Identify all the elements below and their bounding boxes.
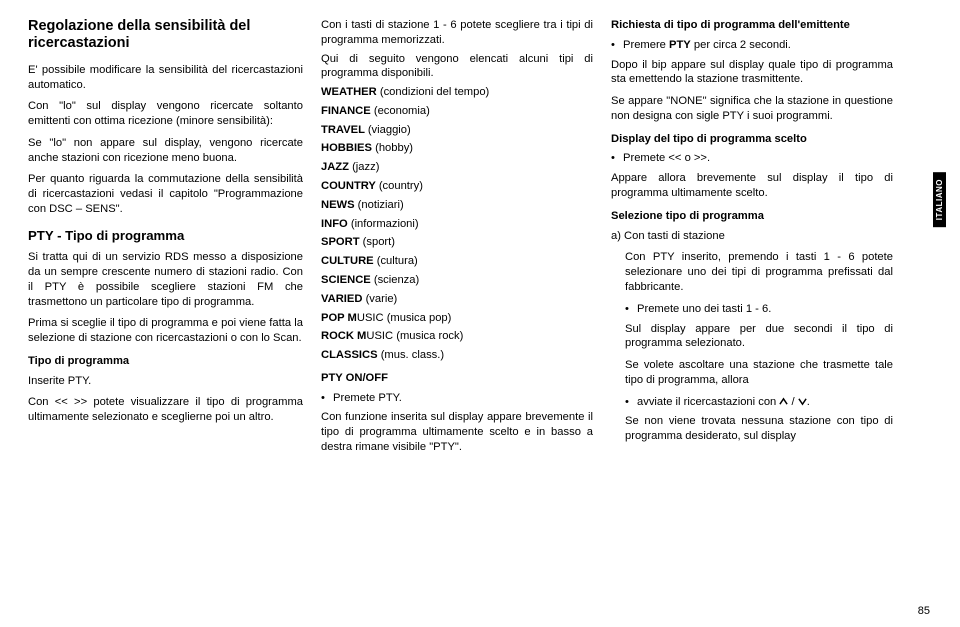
pty-item: CULTURE (cultura) xyxy=(321,254,593,269)
pty-item: SCIENCE (scienza) xyxy=(321,273,593,288)
column-3: Richiesta di tipo di programma dell'emit… xyxy=(611,18,893,627)
heading-tipo: Tipo di programma xyxy=(28,354,303,369)
para: Si tratta qui di un servizio RDS messo a… xyxy=(28,250,303,309)
heading-selezione: Selezione tipo di programma xyxy=(611,209,893,224)
para: Se "lo" non appare sul display, vengono … xyxy=(28,136,303,166)
para: Se non viene trovata nessuna stazione co… xyxy=(625,414,893,444)
pty-item: ROCK MUSIC (musica rock) xyxy=(321,329,593,344)
heading-pty-onoff: PTY ON/OFF xyxy=(321,371,593,386)
bullet: Premete PTY. xyxy=(321,391,593,406)
heading-display: Display del tipo di programma scelto xyxy=(611,132,893,147)
para: Qui di seguito vengono elencati alcuni t… xyxy=(321,52,593,82)
para: Con << >> potete visualizzare il tipo di… xyxy=(28,395,303,425)
page-number: 85 xyxy=(918,605,930,617)
bullet: Premete << o >>. xyxy=(611,151,893,166)
bullet: avviate il ricercastazioni con / . xyxy=(625,395,893,410)
pty-item: FINANCE (economia) xyxy=(321,104,593,119)
sub-block: Con PTY inserito, premendo i tasti 1 - 6… xyxy=(611,250,893,444)
down-icon xyxy=(798,397,807,406)
para: Se appare "NONE" significa che la stazio… xyxy=(611,94,893,124)
para: E' possibile modificare la sensibilità d… xyxy=(28,63,303,93)
pty-item: VARIED (varie) xyxy=(321,292,593,307)
language-tab: ITALIANO xyxy=(933,172,946,227)
para: Con PTY inserito, premendo i tasti 1 - 6… xyxy=(625,250,893,294)
pty-item: JAZZ (jazz) xyxy=(321,160,593,175)
bullet: Premete uno dei tasti 1 - 6. xyxy=(625,302,893,317)
pty-item: COUNTRY (country) xyxy=(321,179,593,194)
para: Con i tasti di stazione 1 - 6 potete sce… xyxy=(321,18,593,48)
pty-item: SPORT (sport) xyxy=(321,235,593,250)
para: Se volete ascoltare una stazione che tra… xyxy=(625,358,893,388)
heading-pty: PTY - Tipo di programma xyxy=(28,227,303,244)
para: Con funzione inserita sul display appare… xyxy=(321,410,593,454)
pty-item: WEATHER (condizioni del tempo) xyxy=(321,85,593,100)
bullet-list: Premete << o >>. xyxy=(611,151,893,166)
para: Appare allora brevemente sul display il … xyxy=(611,171,893,201)
bullet-list: Premete uno dei tasti 1 - 6. xyxy=(625,302,893,317)
pty-item: CLASSICS (mus. class.) xyxy=(321,348,593,363)
column-2: Con i tasti di stazione 1 - 6 potete sce… xyxy=(321,18,593,627)
para: Inserite PTY. xyxy=(28,374,303,389)
column-1: Regolazione della sensibilità del ricerc… xyxy=(28,18,303,627)
bullet: Premere PTY per circa 2 secondi. xyxy=(611,38,893,53)
pty-item: NEWS (notiziari) xyxy=(321,198,593,213)
heading-sensitivity: Regolazione della sensibilità del ricerc… xyxy=(28,18,303,53)
bullet-list: avviate il ricercastazioni con / . xyxy=(625,395,893,410)
para: Sul display appare per due secondi il ti… xyxy=(625,322,893,352)
pty-item: TRAVEL (viaggio) xyxy=(321,123,593,138)
bullet-list: Premete PTY. xyxy=(321,391,593,406)
document-page: Regolazione della sensibilità del ricerc… xyxy=(0,0,960,627)
heading-richiesta: Richiesta di tipo di programma dell'emit… xyxy=(611,18,893,33)
para: a) Con tasti di stazione xyxy=(611,229,893,244)
para: Prima si sceglie il tipo di programma e … xyxy=(28,316,303,346)
pty-item: INFO (informazioni) xyxy=(321,217,593,232)
para: Con "lo" sul display vengono ricercate s… xyxy=(28,99,303,129)
para: Dopo il bip appare sul display quale tip… xyxy=(611,58,893,88)
pty-item: POP MUSIC (musica pop) xyxy=(321,311,593,326)
pty-item: HOBBIES (hobby) xyxy=(321,141,593,156)
para: Per quanto riguarda la commutazione dell… xyxy=(28,172,303,216)
bullet-list: Premere PTY per circa 2 secondi. xyxy=(611,38,893,53)
